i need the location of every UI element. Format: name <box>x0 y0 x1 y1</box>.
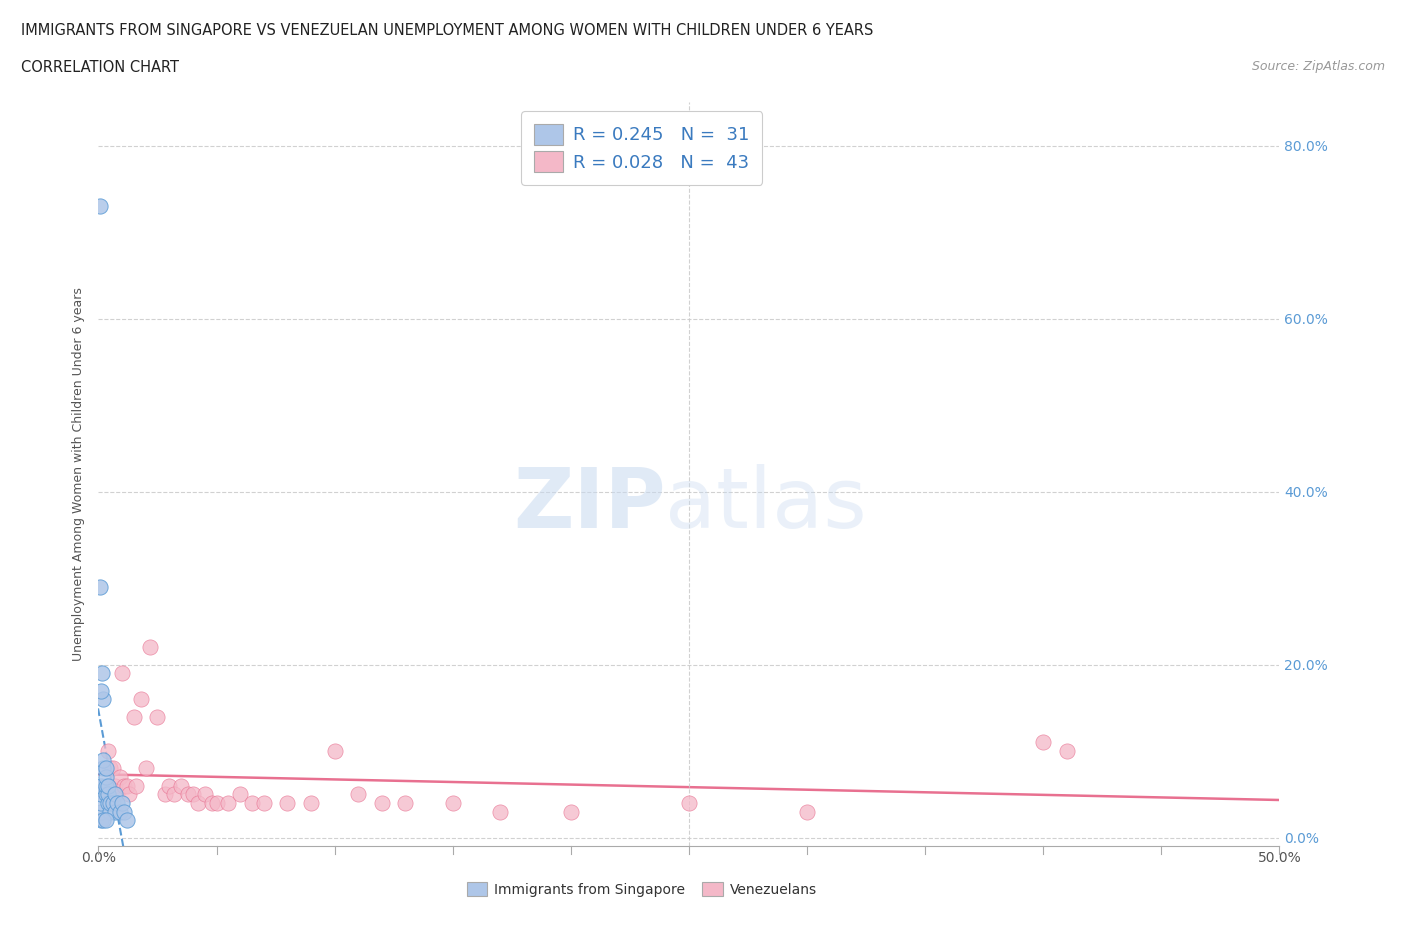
Point <box>91 813 114 828</box>
Point <box>108 770 131 785</box>
Point <box>89 199 111 214</box>
Point <box>201 795 224 810</box>
Point <box>105 787 128 802</box>
Point <box>97 744 120 759</box>
Point <box>217 795 239 810</box>
Text: ZIP: ZIP <box>513 463 665 545</box>
Point <box>98 761 121 776</box>
Point <box>170 778 193 793</box>
Point <box>89 579 111 594</box>
Point <box>187 795 209 810</box>
Point <box>90 778 112 793</box>
Point <box>97 795 120 810</box>
Point <box>112 778 135 793</box>
Point <box>90 795 112 810</box>
Point <box>111 666 134 681</box>
Point <box>90 813 112 828</box>
Point <box>253 795 276 810</box>
Point <box>94 770 117 785</box>
Point <box>177 787 200 802</box>
Point <box>153 787 176 802</box>
Point <box>101 795 124 810</box>
Point <box>98 804 121 819</box>
Point <box>105 795 128 810</box>
Point <box>91 752 114 767</box>
Point <box>108 804 131 819</box>
Point <box>157 778 180 793</box>
Point <box>115 813 138 828</box>
Point <box>678 795 700 810</box>
Point <box>276 795 298 810</box>
Point <box>560 804 582 819</box>
Point <box>205 795 228 810</box>
Point <box>101 761 124 776</box>
Point <box>118 787 141 802</box>
Point <box>163 787 186 802</box>
Point <box>139 640 162 655</box>
Text: Source: ZipAtlas.com: Source: ZipAtlas.com <box>1251 60 1385 73</box>
Point <box>112 804 135 819</box>
Point <box>94 813 117 828</box>
Point <box>115 778 138 793</box>
Point <box>90 787 112 802</box>
Text: CORRELATION CHART: CORRELATION CHART <box>21 60 179 75</box>
Point <box>97 778 120 793</box>
Point <box>104 804 127 819</box>
Point <box>146 709 169 724</box>
Point <box>97 787 120 802</box>
Point <box>441 795 464 810</box>
Point <box>129 692 152 707</box>
Point <box>91 692 114 707</box>
Point <box>90 684 112 698</box>
Point <box>122 709 145 724</box>
Point <box>347 787 370 802</box>
Point <box>90 804 112 819</box>
Point <box>111 795 134 810</box>
Text: atlas: atlas <box>665 463 868 545</box>
Y-axis label: Unemployment Among Women with Children Under 6 years: Unemployment Among Women with Children U… <box>72 287 86 661</box>
Point <box>91 761 114 776</box>
Legend: Immigrants from Singapore, Venezuelans: Immigrants from Singapore, Venezuelans <box>461 877 823 903</box>
Text: IMMIGRANTS FROM SINGAPORE VS VENEZUELAN UNEMPLOYMENT AMONG WOMEN WITH CHILDREN U: IMMIGRANTS FROM SINGAPORE VS VENEZUELAN … <box>21 23 873 38</box>
Point <box>323 744 346 759</box>
Point <box>1056 744 1078 759</box>
Point <box>135 761 157 776</box>
Point <box>194 787 217 802</box>
Point <box>299 795 322 810</box>
Point <box>489 804 512 819</box>
Point <box>240 795 263 810</box>
Point <box>98 795 121 810</box>
Point <box>104 787 127 802</box>
Point <box>181 787 204 802</box>
Point <box>1032 735 1054 750</box>
Point <box>94 787 117 802</box>
Point <box>94 761 117 776</box>
Point <box>229 787 252 802</box>
Point <box>94 778 117 793</box>
Point <box>125 778 148 793</box>
Point <box>371 795 394 810</box>
Point <box>104 778 127 793</box>
Point <box>796 804 818 819</box>
Point <box>394 795 416 810</box>
Point <box>91 666 114 681</box>
